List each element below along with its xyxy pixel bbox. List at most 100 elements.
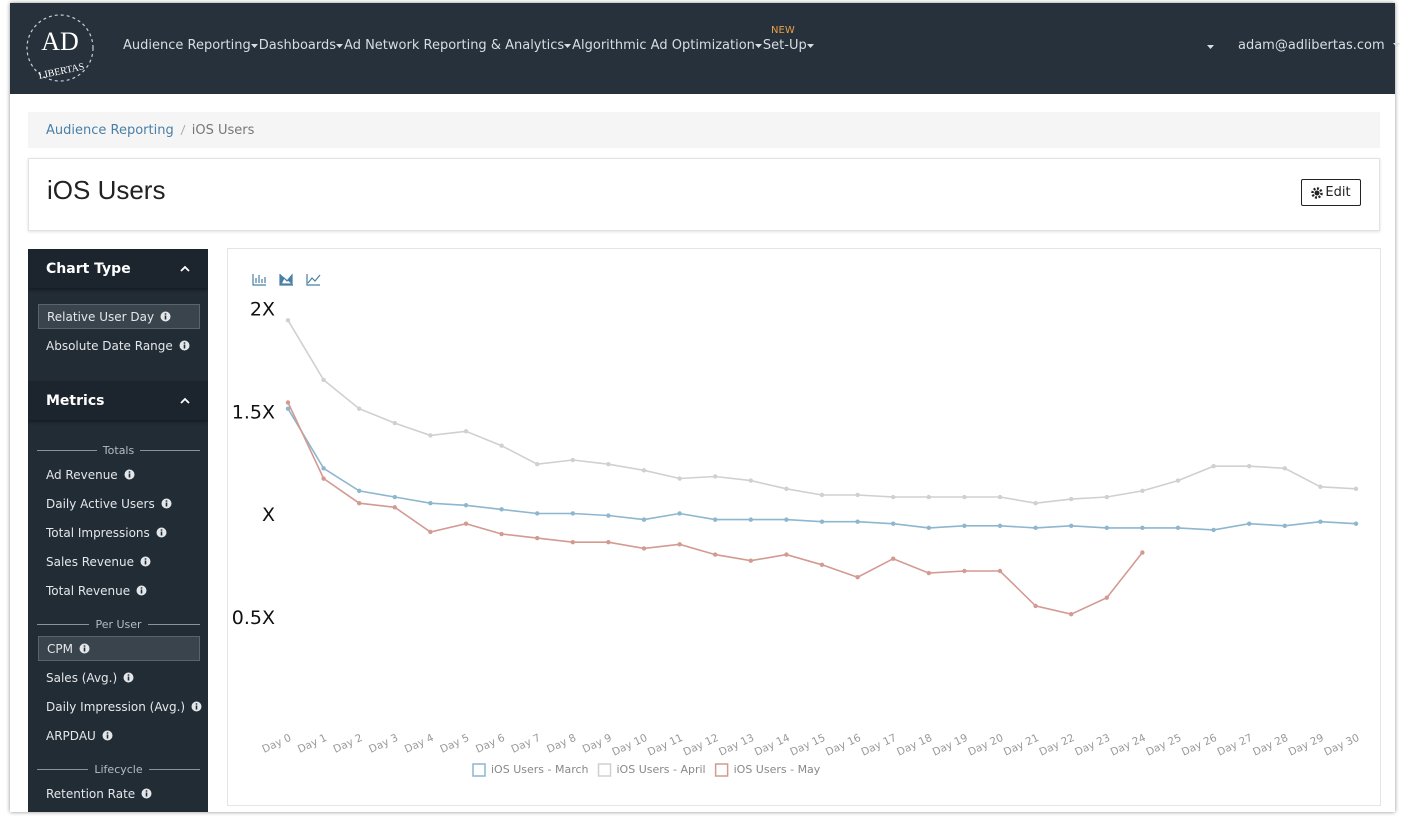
- sidebar-heading[interactable]: Chart Type: [28, 249, 208, 288]
- option-label[interactable]: CPM: [47, 641, 73, 656]
- x-tick-label: Day 22: [1037, 732, 1076, 759]
- nav-label[interactable]: Audience Reporting: [123, 38, 251, 53]
- data-point: [285, 406, 291, 411]
- sidebar-option[interactable]: Total Revenue: [28, 576, 208, 605]
- legend-swatch[interactable]: [472, 763, 486, 777]
- nav-item[interactable]: Algorithmic Ad Optimization: [572, 38, 763, 53]
- option-label[interactable]: Daily Active Users: [46, 496, 155, 511]
- sidebar-option[interactable]: Daily Impression (Avg.): [28, 692, 208, 721]
- option-label[interactable]: Ad Revenue: [46, 467, 118, 482]
- caret: [250, 44, 258, 48]
- sidebar-option[interactable]: Sales (Avg.): [28, 663, 208, 692]
- sidebar-option[interactable]: Absolute Date Range: [28, 331, 208, 360]
- info-stem: [164, 315, 167, 320]
- legend-label[interactable]: iOS Users - April: [617, 763, 706, 776]
- nav-label[interactable]: Algorithmic Ad Optimization: [572, 38, 755, 53]
- edit-label[interactable]: Edit: [1325, 185, 1351, 200]
- sidebar-option[interactable]: CPM: [38, 636, 200, 661]
- info-icon: [124, 469, 135, 480]
- option-label[interactable]: Daily Impression (Avg.): [46, 699, 186, 714]
- data-point: [962, 523, 967, 528]
- nav-badge: NEW: [771, 25, 795, 36]
- collapse-chevron[interactable]: [180, 397, 190, 404]
- nav-label[interactable]: Ad Network Reporting & Analytics: [344, 38, 565, 53]
- option-label[interactable]: ARPDAU: [46, 728, 96, 743]
- data-point: [997, 568, 1003, 574]
- data-point: [962, 494, 967, 500]
- data-point: [570, 540, 575, 545]
- legend-swatch[interactable]: [714, 763, 729, 777]
- data-point: [570, 511, 575, 516]
- nav-label[interactable]: Dashboards: [258, 38, 337, 53]
- x-tick-label: Day 21: [1002, 732, 1041, 759]
- data-point: [285, 400, 291, 405]
- sidebar-option[interactable]: Retention Rate: [28, 779, 208, 808]
- x-tick-label: Day 17: [859, 732, 898, 759]
- nav-item[interactable]: Audience Reporting NEW: [123, 25, 795, 53]
- breadcrumb-current: iOS Users: [191, 122, 255, 138]
- option-label[interactable]: Sales Revenue: [46, 554, 135, 569]
- data-point: [891, 521, 896, 526]
- sidebar-option[interactable]: ARPDAU: [28, 721, 208, 750]
- info-icon: [136, 585, 147, 596]
- option-label[interactable]: Absolute Date Range: [46, 338, 173, 353]
- x-tick-label: Day 28: [1251, 732, 1290, 759]
- option-label[interactable]: Sales (Avg.): [46, 670, 118, 685]
- info-icon: [79, 643, 90, 654]
- x-tick-label: Day 1: [296, 732, 329, 756]
- option-label[interactable]: Total Revenue: [46, 583, 131, 598]
- info-dot: [195, 703, 198, 705]
- data-point: [357, 406, 362, 411]
- nav-item[interactable]: Set-Up: [763, 38, 815, 53]
- series-line: [287, 408, 1357, 531]
- data-point: [392, 420, 397, 426]
- edit-button[interactable]: Edit: [1301, 179, 1361, 206]
- data-point: [1104, 525, 1109, 531]
- data-point: [677, 511, 682, 516]
- user-email[interactable]: adam@adlibertas.com: [1238, 38, 1385, 53]
- line-icon[interactable]: [306, 274, 321, 286]
- data-point: [1069, 496, 1074, 502]
- option-label[interactable]: Relative User Day: [47, 309, 155, 324]
- collapse-chevron[interactable]: [180, 265, 190, 272]
- user-menu[interactable]: adam@adlibertas.com: [1238, 38, 1401, 53]
- logo[interactable]: AD LIBERTAS: [22, 12, 98, 84]
- data-point: [641, 468, 647, 473]
- series-line: [287, 402, 1144, 616]
- info-dot: [144, 558, 147, 560]
- caret[interactable]: [1207, 45, 1215, 50]
- sidebar-option[interactable]: Relative User Day: [38, 304, 200, 329]
- sidebar-option[interactable]: Ad Revenue: [28, 460, 208, 489]
- sidebar-option[interactable]: Daily Active Users: [28, 489, 208, 518]
- data-point: [677, 542, 682, 547]
- info-stem: [183, 344, 186, 349]
- nav-item[interactable]: Dashboards: [259, 38, 344, 53]
- legend-label[interactable]: iOS Users - May: [734, 763, 821, 776]
- area-icon[interactable]: [279, 273, 293, 286]
- data-point: [748, 517, 753, 522]
- sidebar-heading[interactable]: Metrics: [28, 381, 208, 420]
- option-label[interactable]: Retention Rate: [46, 786, 136, 801]
- sidebar-option[interactable]: Total Impressions: [28, 518, 208, 547]
- data-point: [606, 540, 611, 545]
- option-label[interactable]: Total Impressions: [46, 525, 150, 540]
- data-point: [1140, 525, 1145, 531]
- data-point: [926, 570, 931, 576]
- legend-label[interactable]: iOS Users - March: [491, 763, 589, 776]
- legend-swatch[interactable]: [597, 763, 612, 777]
- info-icon: [123, 672, 134, 683]
- heading-label: Chart Type: [46, 260, 131, 277]
- sidebar-option[interactable]: Sales Revenue: [28, 547, 208, 576]
- breadcrumb-link[interactable]: Audience Reporting: [46, 122, 174, 138]
- data-point: [677, 476, 682, 481]
- x-tick-label: Day 8: [545, 732, 578, 756]
- bar-icon[interactable]: [252, 274, 266, 286]
- nav-label[interactable]: Set-Up: [762, 38, 807, 53]
- chart-type-icons[interactable]: [252, 273, 321, 286]
- nav-item[interactable]: Ad Network Reporting & Analytics: [344, 38, 572, 53]
- y-tick-label: 2X: [250, 299, 275, 321]
- separator: [180, 124, 186, 136]
- caret-shape: [754, 44, 762, 48]
- data-point: [784, 552, 789, 557]
- data-point: [891, 494, 896, 500]
